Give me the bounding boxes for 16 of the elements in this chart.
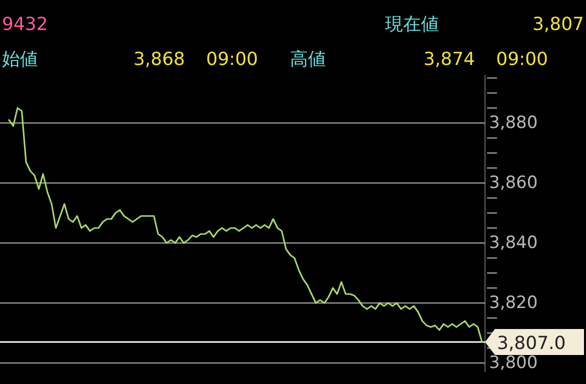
y-tick-label: 3,820 [489,293,538,313]
line-series [8,107,483,343]
y-tick-label: 3,840 [489,233,538,253]
text: 09:00 [206,49,258,70]
text: 09:00 [496,49,548,70]
text: 現在値 [385,14,439,35]
text: 高値 [290,49,326,70]
ref-line-label: 3,807.0 [497,333,566,354]
y-tick-label: 3,880 [489,113,538,133]
text: 9432 [2,14,48,35]
y-tick-label: 3,860 [489,173,538,193]
text: 始値 [2,49,38,70]
text: 3,868 [133,49,185,70]
y-tick-label: 3,800 [489,353,538,373]
text: 3,874 [423,49,475,70]
text: 3,807 [532,14,584,35]
